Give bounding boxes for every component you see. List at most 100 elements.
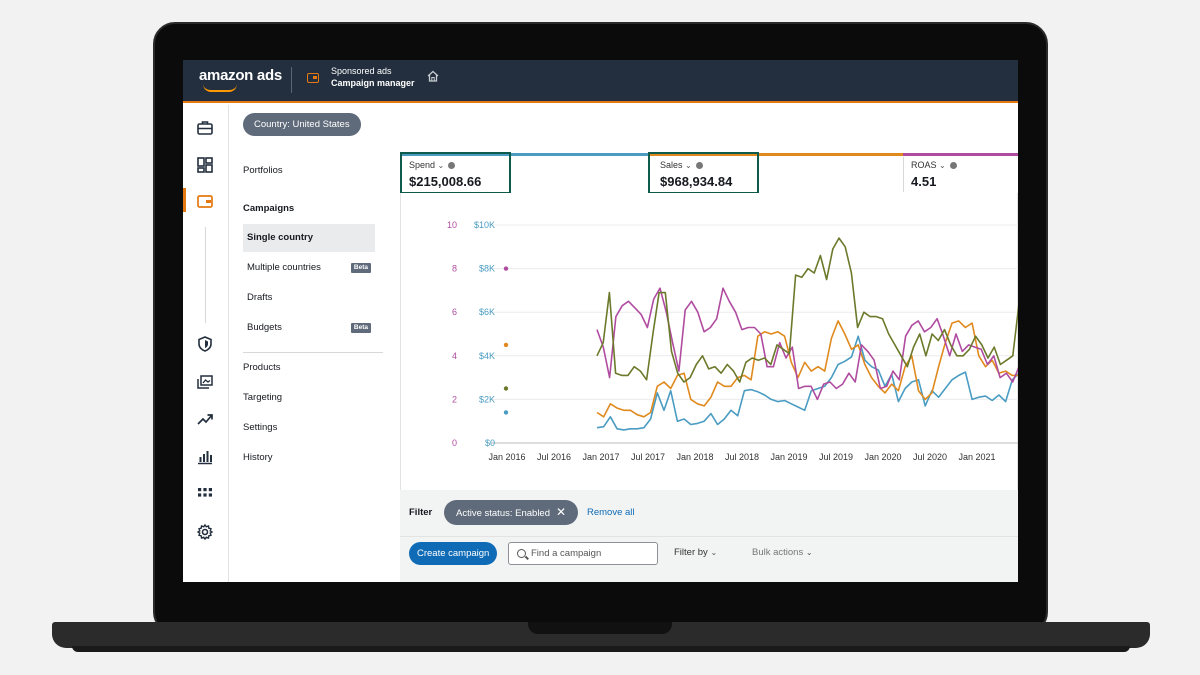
axis-series-marker	[503, 410, 509, 415]
beta-badge: Beta	[350, 263, 371, 273]
icon-rail	[183, 105, 229, 582]
nav-budgets-label: Budgets	[247, 322, 282, 333]
right-axis-tick-label: $4K	[479, 351, 495, 361]
apps-grid-icon[interactable]	[196, 485, 214, 503]
spend-label-row[interactable]: Spend ⌄	[409, 160, 456, 170]
nav-multiple-countries-label: Multiple countries	[247, 262, 321, 273]
filter-toolbar: Filter Active status: Enabled ✕ Remove al…	[400, 490, 1018, 582]
bar-chart-icon[interactable]	[196, 448, 214, 466]
nav-targeting[interactable]: Targeting	[243, 392, 283, 403]
chevron-down-icon: ⌄	[437, 161, 445, 170]
nav-campaigns[interactable]: Campaigns	[243, 203, 295, 214]
app-screen: amazon ads Sponsored ads Campaign manage…	[183, 60, 1018, 582]
shield-icon[interactable]	[196, 335, 214, 353]
nav-history[interactable]: History	[243, 452, 273, 463]
amazon-ads-logo[interactable]: amazon ads	[199, 67, 282, 84]
product-subtitle: Sponsored ads	[331, 66, 392, 76]
spend-highlight-box	[400, 152, 511, 194]
x-axis-tick-label: Jan 2017	[582, 452, 619, 462]
active-status-filter-chip[interactable]: Active status: Enabled ✕	[444, 500, 579, 525]
sales-value: $968,934.84	[660, 174, 733, 189]
nav-products[interactable]: Products	[243, 362, 281, 373]
campaign-wallet-icon[interactable]	[196, 192, 214, 210]
filter-label: Filter	[409, 507, 433, 518]
nav-single-country-label: Single country	[247, 232, 313, 243]
chevron-down-icon: ⌄	[939, 161, 946, 170]
x-axis-tick-label: Jul 2018	[725, 452, 759, 462]
x-axis-tick-label: Jan 2021	[958, 452, 995, 462]
filter-by-dropdown[interactable]: Filter by ⌄	[674, 547, 717, 558]
filter-chip-label: Active status: Enabled	[456, 508, 550, 519]
nav-drafts[interactable]: Drafts	[243, 284, 375, 312]
country-selector-button[interactable]: Country: United States	[243, 113, 361, 136]
gear-icon[interactable]	[196, 523, 214, 541]
left-axis-tick-label: 6	[452, 307, 457, 317]
x-axis-tick-label: Jul 2016	[537, 452, 571, 462]
nav-single-country[interactable]: Single country	[243, 224, 375, 252]
chevron-down-icon: ⌄	[685, 161, 692, 170]
spend-value: $215,008.66	[409, 174, 482, 189]
x-axis-tick-label: Jan 2016	[488, 452, 525, 462]
nav-multiple-countries[interactable]: Multiple countries Beta	[243, 254, 375, 282]
left-axis-tick-label: 2	[452, 394, 457, 404]
close-icon[interactable]: ✕	[556, 505, 567, 519]
nav-divider	[243, 352, 383, 353]
rail-separator-line	[205, 227, 206, 323]
series-line	[596, 335, 1018, 431]
info-icon	[448, 162, 456, 170]
search-icon	[517, 549, 526, 558]
create-campaign-button[interactable]: Create campaign	[409, 542, 498, 565]
left-axis-tick-label: 8	[452, 264, 457, 274]
top-bar: amazon ads Sponsored ads Campaign manage…	[183, 60, 1018, 103]
spend-label: Spend	[409, 160, 436, 170]
series-line	[596, 287, 1018, 401]
bulk-actions-dropdown[interactable]: Bulk actions ⌄	[752, 547, 813, 558]
sales-label: Sales	[660, 160, 683, 170]
left-axis-tick-label: 4	[452, 351, 457, 361]
right-axis-tick-label: $10K	[474, 220, 495, 230]
performance-line-chart[interactable]: 10 $10K 8 $8K 6 $6K 4 $4K 2 $2K 0 $0 Jan 2016 Jul 201…	[401, 193, 1018, 538]
roas-value: 4.51	[911, 174, 937, 189]
right-axis-tick-label: $0	[485, 438, 495, 448]
laptop-notch	[528, 622, 672, 634]
roas-color-bar	[903, 153, 1018, 156]
campaign-search-box[interactable]	[508, 542, 658, 565]
bulk-actions-label: Bulk actions	[752, 547, 804, 558]
info-icon	[949, 162, 957, 170]
left-axis-tick-label: 0	[452, 438, 457, 448]
axis-series-marker	[503, 342, 509, 348]
nav-portfolios[interactable]: Portfolios	[243, 165, 283, 176]
performance-chart-card: 10 $10K 8 $8K 6 $6K 4 $4K 2 $2K 0 $0 Jan 2016 Jul 201…	[400, 193, 1018, 538]
rail-active-indicator	[183, 188, 186, 212]
dashboard-icon[interactable]	[196, 156, 214, 174]
beta-badge: Beta	[350, 323, 371, 333]
trending-up-icon[interactable]	[196, 410, 214, 428]
left-axis-tick-label: 10	[447, 220, 457, 230]
x-axis-tick-label: Jul 2019	[819, 452, 853, 462]
series-line	[596, 237, 1018, 383]
chevron-down-icon: ⌄	[710, 548, 718, 557]
topbar-divider	[291, 67, 292, 93]
roas-label: ROAS	[911, 160, 937, 170]
campaign-search-input[interactable]	[531, 543, 655, 564]
x-axis-tick-label: Jan 2020	[864, 452, 901, 462]
toolbar-divider	[400, 536, 1018, 537]
laptop-base-shadow	[72, 646, 1130, 652]
x-axis-tick-label: Jan 2019	[770, 452, 807, 462]
wallet-icon	[307, 73, 319, 83]
roas-label-row[interactable]: ROAS ⌄	[911, 160, 957, 170]
nav-budgets[interactable]: Budgets Beta	[243, 314, 375, 342]
axis-series-marker	[503, 386, 509, 391]
nav-drafts-label: Drafts	[247, 292, 273, 303]
remove-all-link[interactable]: Remove all	[587, 507, 635, 518]
nav-settings[interactable]: Settings	[243, 422, 278, 433]
media-gallery-icon[interactable]	[196, 373, 214, 391]
briefcase-icon[interactable]	[196, 119, 214, 137]
home-icon[interactable]	[426, 69, 440, 83]
chevron-down-icon: ⌄	[805, 548, 813, 557]
filter-by-label: Filter by	[674, 547, 708, 558]
series-line	[596, 320, 1018, 418]
sales-label-row[interactable]: Sales ⌄	[660, 160, 703, 170]
x-axis-tick-label: Jan 2018	[676, 452, 713, 462]
product-title: Campaign manager	[331, 78, 415, 88]
